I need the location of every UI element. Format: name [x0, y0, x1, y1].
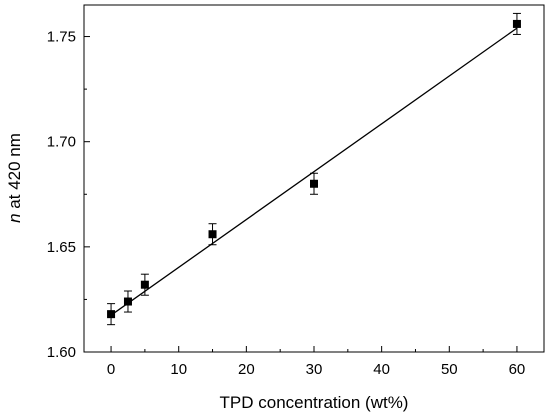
y-axis-ticks: 1.60 1.65 1.70 1.75: [47, 29, 90, 361]
data-point: [107, 303, 116, 326]
x-tick-label: 30: [306, 361, 323, 378]
x-tick-label: 40: [373, 361, 390, 378]
square-marker: [140, 280, 149, 289]
fit-line-group: [110, 27, 518, 316]
x-tick-label: 0: [107, 361, 115, 378]
square-marker: [512, 19, 521, 28]
y-tick-label: 1.60: [47, 344, 76, 361]
y-axis-title-italic: n: [5, 213, 24, 222]
y-tick-label: 1.70: [47, 134, 76, 151]
square-marker: [123, 297, 132, 306]
square-marker: [310, 179, 318, 188]
data-points-group: [107, 12, 521, 326]
x-tick-label: 50: [441, 361, 458, 378]
x-tick-label: 10: [170, 361, 187, 378]
y-tick-label: 1.75: [47, 29, 76, 46]
x-axis-title: TPD concentration (wt%): [220, 393, 409, 412]
y-axis-title: n at 420 nm: [5, 133, 24, 223]
square-marker: [107, 310, 116, 319]
data-point: [310, 172, 318, 195]
data-point: [208, 223, 217, 246]
data-point: [140, 273, 149, 296]
square-marker: [208, 230, 217, 239]
y-tick-label: 1.65: [47, 239, 76, 256]
fit-line: [110, 27, 518, 316]
data-point: [512, 12, 521, 35]
x-axis-ticks: 0 10 20 30 40 50 60: [107, 346, 525, 378]
data-point: [123, 290, 132, 313]
x-tick-label: 20: [238, 361, 255, 378]
x-tick-label: 60: [509, 361, 526, 378]
y-axis-title-rest: at 420 nm: [5, 133, 24, 213]
